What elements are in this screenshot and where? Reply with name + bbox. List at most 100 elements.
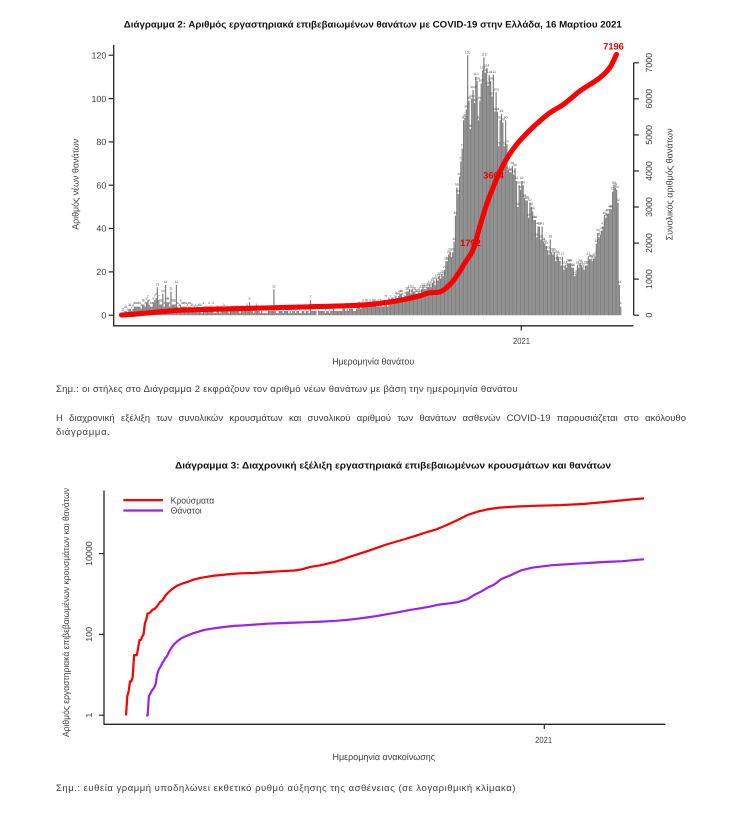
svg-text:3000: 3000 — [644, 197, 654, 217]
svg-text:19: 19 — [574, 269, 578, 273]
svg-text:27: 27 — [586, 252, 590, 256]
svg-text:3604: 3604 — [483, 171, 505, 181]
svg-text:1792: 1792 — [460, 238, 481, 248]
svg-text:7: 7 — [310, 294, 312, 298]
svg-text:90: 90 — [504, 116, 508, 120]
svg-text:6: 6 — [388, 297, 390, 301]
svg-text:2021: 2021 — [535, 735, 552, 745]
svg-text:9: 9 — [398, 291, 400, 295]
svg-text:107: 107 — [478, 79, 484, 83]
svg-text:12: 12 — [424, 285, 428, 289]
svg-text:3: 3 — [192, 303, 194, 307]
svg-text:11: 11 — [169, 287, 173, 291]
svg-text:38: 38 — [596, 228, 600, 232]
svg-text:5000: 5000 — [644, 125, 654, 145]
svg-text:9: 9 — [404, 291, 406, 295]
svg-text:4: 4 — [212, 301, 214, 305]
svg-text:8: 8 — [402, 292, 404, 296]
svg-text:53: 53 — [525, 196, 529, 200]
svg-text:60: 60 — [517, 181, 521, 185]
svg-text:3: 3 — [197, 303, 199, 307]
svg-text:9: 9 — [395, 291, 397, 295]
svg-text:34: 34 — [542, 237, 546, 241]
svg-text:3: 3 — [194, 303, 196, 307]
svg-text:58: 58 — [615, 185, 619, 189]
svg-text:24: 24 — [569, 259, 573, 263]
svg-text:14: 14 — [164, 280, 168, 284]
svg-text:5: 5 — [148, 299, 150, 303]
svg-text:4: 4 — [208, 301, 210, 305]
svg-text:56: 56 — [456, 189, 460, 193]
svg-text:6: 6 — [167, 297, 169, 301]
svg-text:4: 4 — [185, 301, 187, 305]
svg-text:16: 16 — [436, 276, 440, 280]
svg-text:3: 3 — [178, 303, 180, 307]
svg-text:23: 23 — [585, 261, 589, 265]
svg-text:18: 18 — [573, 272, 577, 276]
svg-text:27: 27 — [450, 252, 454, 256]
svg-text:4: 4 — [151, 301, 153, 305]
svg-text:91: 91 — [463, 113, 467, 117]
svg-text:Διάγραμμα 3: Διαχρονική εξέλιξ: Διάγραμμα 3: Διαχρονική εξέλιξη εργαστηρ… — [175, 460, 611, 471]
svg-text:5: 5 — [369, 299, 371, 303]
svg-text:90: 90 — [477, 116, 481, 120]
svg-text:47: 47 — [607, 209, 611, 213]
svg-text:4: 4 — [135, 301, 137, 305]
svg-text:0: 0 — [644, 313, 654, 318]
svg-text:22: 22 — [570, 263, 574, 267]
svg-text:49: 49 — [608, 204, 612, 208]
svg-text:27: 27 — [561, 252, 565, 256]
svg-text:18: 18 — [437, 272, 441, 276]
svg-text:27: 27 — [593, 252, 597, 256]
svg-text:106: 106 — [485, 81, 491, 85]
svg-text:113: 113 — [480, 66, 485, 70]
svg-text:28: 28 — [555, 250, 559, 254]
svg-text:7: 7 — [158, 294, 160, 298]
svg-text:25: 25 — [590, 256, 594, 260]
svg-text:4: 4 — [150, 301, 152, 305]
svg-text:5: 5 — [171, 299, 173, 303]
svg-text:93: 93 — [500, 109, 504, 113]
svg-text:8: 8 — [396, 292, 398, 296]
svg-text:23: 23 — [559, 261, 563, 265]
svg-text:13: 13 — [429, 282, 433, 286]
svg-text:119: 119 — [481, 53, 486, 57]
svg-text:35: 35 — [539, 235, 543, 239]
svg-text:99: 99 — [478, 96, 482, 100]
svg-text:10: 10 — [418, 289, 422, 293]
svg-text:4: 4 — [133, 301, 135, 305]
svg-text:86: 86 — [469, 124, 473, 128]
svg-text:28: 28 — [551, 250, 555, 254]
svg-text:6: 6 — [166, 297, 168, 301]
svg-text:50: 50 — [529, 202, 533, 206]
svg-text:47: 47 — [605, 209, 609, 213]
svg-text:50: 50 — [516, 202, 520, 206]
svg-text:21: 21 — [562, 265, 566, 269]
svg-text:24: 24 — [578, 259, 582, 263]
svg-text:5: 5 — [143, 299, 145, 303]
svg-text:1: 1 — [329, 307, 331, 311]
svg-text:34: 34 — [452, 237, 456, 241]
svg-text:13: 13 — [427, 282, 431, 286]
svg-text:94: 94 — [493, 107, 497, 111]
svg-text:80: 80 — [96, 137, 106, 147]
svg-text:Συνολικός αριθμός θανάτων: Συνολικός αριθμός θανάτων — [664, 128, 674, 240]
svg-text:99: 99 — [467, 96, 471, 100]
svg-text:60: 60 — [612, 181, 616, 185]
svg-text:45: 45 — [604, 213, 608, 217]
svg-text:11: 11 — [413, 287, 417, 291]
svg-text:10: 10 — [398, 289, 402, 293]
svg-text:1: 1 — [84, 713, 94, 718]
svg-text:104: 104 — [470, 85, 476, 89]
svg-text:26: 26 — [588, 254, 592, 258]
svg-text:52: 52 — [616, 198, 620, 202]
svg-text:2: 2 — [125, 305, 127, 309]
svg-text:46: 46 — [454, 211, 458, 215]
svg-text:3: 3 — [128, 303, 130, 307]
svg-text:10: 10 — [414, 289, 418, 293]
svg-text:7196: 7196 — [603, 41, 624, 51]
svg-text:10: 10 — [416, 289, 420, 293]
svg-text:4: 4 — [144, 301, 146, 305]
svg-text:11: 11 — [406, 287, 410, 291]
svg-text:41: 41 — [540, 222, 544, 226]
